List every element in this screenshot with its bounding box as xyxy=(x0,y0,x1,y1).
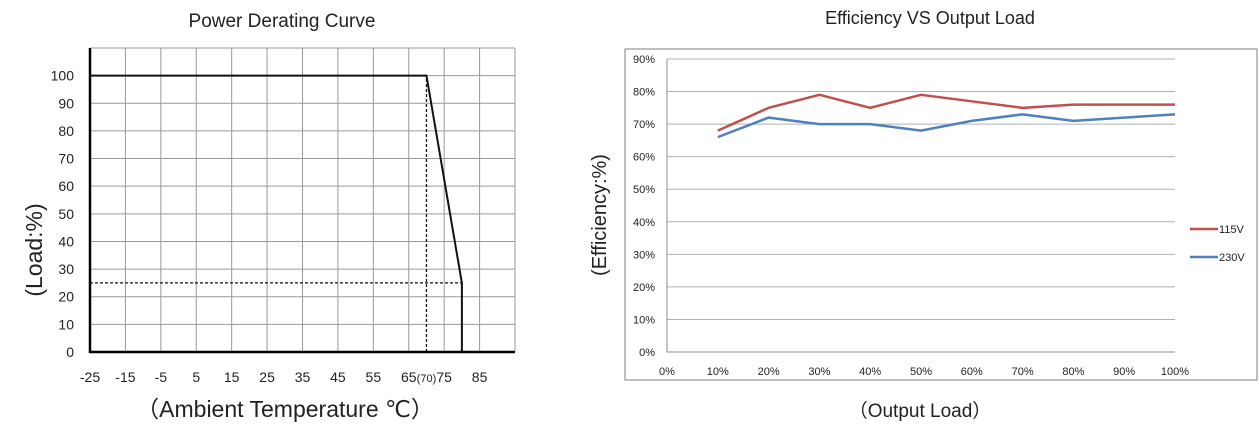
x-tick-label: -25 xyxy=(80,369,100,385)
x-tick-labels: 0% 10% 20% 30% 40% 50% 60% 70% 80% 90% 100% xyxy=(659,366,1189,378)
x-tick-label: 35 xyxy=(295,369,311,385)
x-tick-label: 80% xyxy=(1062,366,1084,378)
x-tick-label: 55 xyxy=(366,369,382,385)
x-tick-label: 30% xyxy=(808,366,830,378)
x-tick-label: 45 xyxy=(330,369,346,385)
y-tick-label: 30% xyxy=(633,249,655,261)
series-group xyxy=(717,93,1176,139)
y-tick-label: 90 xyxy=(58,95,74,111)
axes xyxy=(88,48,515,354)
y-tick-label: 20% xyxy=(633,282,655,294)
x-tick-label: 15 xyxy=(224,369,240,385)
y-tick-label: 70% xyxy=(633,119,655,131)
x-tick-label: 0% xyxy=(659,366,675,378)
grid xyxy=(90,47,516,352)
y-tick-label: 80% xyxy=(633,87,655,99)
x-tick-label: 65 xyxy=(401,369,417,385)
y-tick-label: 80 xyxy=(58,123,74,139)
x-tick-label: 50% xyxy=(910,366,932,378)
x-tick-label: 75 xyxy=(436,369,452,385)
derating-curve xyxy=(90,74,463,352)
y-tick-label: 50 xyxy=(58,206,74,222)
y-tick-label: 40% xyxy=(633,217,655,229)
y-tick-label: 10% xyxy=(633,314,655,326)
x-tick-label: 70% xyxy=(1012,366,1034,378)
series-line-230V xyxy=(717,113,1176,139)
plot-frame xyxy=(624,48,1258,381)
power-derating-chart: Power Derating Curve -25 -15 -5 5 15 25 35 45 55… xyxy=(21,11,516,422)
y-tick-label: 60 xyxy=(58,178,74,194)
x-tick-labels: -25 -15 -5 5 15 25 35 45 55 65 (70) 75 85 xyxy=(80,369,488,385)
x-tick-label: 100% xyxy=(1161,366,1189,378)
x-tick-label: 5 xyxy=(192,369,200,385)
x-tick-label: 10% xyxy=(707,366,729,378)
x-tick-label: 85 xyxy=(472,369,488,385)
efficiency-chart: Efficiency VS Output Load 0% 10% 20% 30% 40%… xyxy=(589,8,1258,422)
legend: 115V 230V xyxy=(1190,224,1245,264)
y-tick-labels: 0% 10% 20% 30% 40% 50% 60% 70% 80% 90% xyxy=(633,54,655,359)
y-tick-label: 20 xyxy=(58,289,74,305)
axes xyxy=(666,59,1175,353)
legend-label: 115V xyxy=(1219,224,1245,236)
x-axis-label: （Ambient Temperature ℃） xyxy=(136,396,434,422)
y-axis-label: (Load:%) xyxy=(21,203,47,296)
x-tick-label: 25 xyxy=(259,369,275,385)
x-tick-label: -5 xyxy=(155,369,168,385)
y-tick-label: 50% xyxy=(633,184,655,196)
y-tick-labels: 0 10 20 30 40 50 60 70 80 90 100 xyxy=(51,68,75,360)
y-tick-label: 0% xyxy=(639,347,655,359)
series-group xyxy=(90,74,463,352)
y-tick-label: 30 xyxy=(58,261,74,277)
y-tick-label: 100 xyxy=(51,68,75,84)
legend-label: 230V xyxy=(1219,252,1245,264)
chart-title: Efficiency VS Output Load xyxy=(825,8,1035,28)
x-tick-label: 90% xyxy=(1113,366,1135,378)
x-tick-label: (70) xyxy=(417,373,437,385)
series-line-115V xyxy=(717,93,1175,132)
y-tick-label: 0 xyxy=(66,344,74,360)
y-tick-label: 70 xyxy=(58,151,74,167)
x-tick-label: 20% xyxy=(758,366,780,378)
y-axis-label: (Efficiency:%) xyxy=(589,154,611,276)
x-tick-label: 60% xyxy=(961,366,983,378)
grid xyxy=(667,58,1175,320)
y-tick-label: 10 xyxy=(58,316,74,332)
x-tick-label: 40% xyxy=(859,366,881,378)
chart-title: Power Derating Curve xyxy=(189,11,376,32)
y-tick-label: 40 xyxy=(58,233,74,249)
x-tick-label: -15 xyxy=(115,369,135,385)
y-tick-label: 60% xyxy=(633,152,655,164)
x-axis-label: （Output Load） xyxy=(849,400,992,422)
reference-lines xyxy=(90,75,462,352)
y-tick-label: 90% xyxy=(633,54,655,66)
